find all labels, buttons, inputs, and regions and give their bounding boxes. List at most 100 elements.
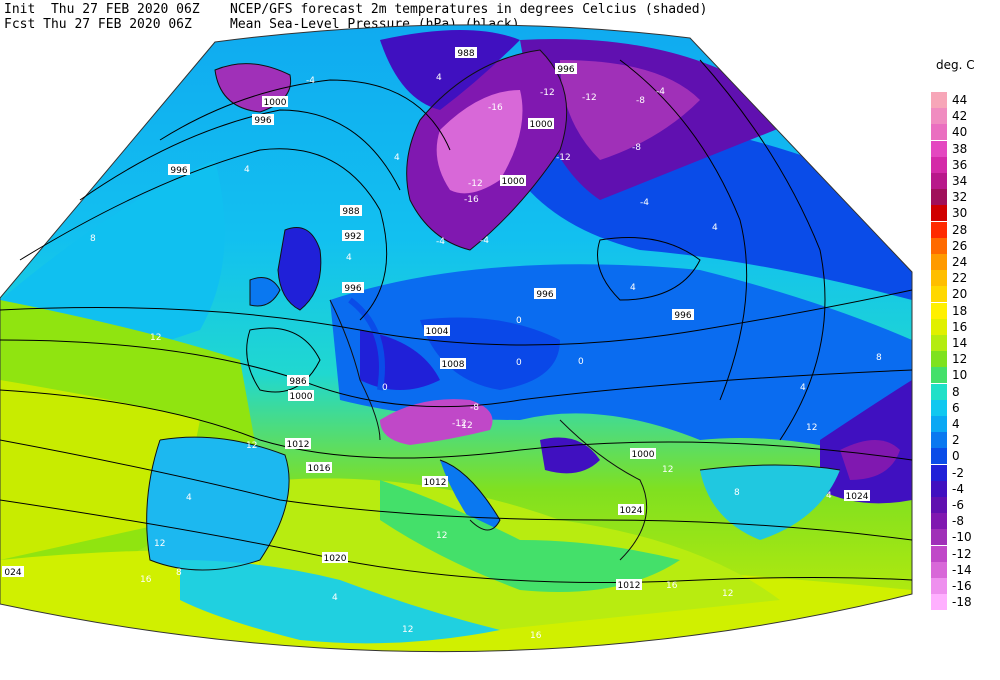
init-label: Init Thu 27 FEB 2020 06Z <box>4 2 200 17</box>
temp-label: 12 <box>246 441 257 451</box>
temp-label: 12 <box>722 589 733 599</box>
svg-text:1012: 1012 <box>424 478 447 488</box>
isobar-label: 1020 <box>322 552 348 564</box>
legend-label: 20 <box>952 287 968 302</box>
temp-label: 4 <box>826 491 832 501</box>
map-border <box>0 24 913 653</box>
svg-text:996: 996 <box>254 116 271 126</box>
isobar-label: 992 <box>342 230 364 242</box>
temp-label: 4 <box>346 253 352 263</box>
temp-label: 16 <box>140 575 152 585</box>
legend-swatch <box>931 513 947 530</box>
svg-text:988: 988 <box>457 49 474 59</box>
svg-text:1012: 1012 <box>618 581 641 591</box>
temp-label: -16 <box>464 195 479 205</box>
isobar-label: 996 <box>555 63 577 75</box>
legend-swatch <box>931 497 947 513</box>
legend-label: 34 <box>952 174 968 188</box>
legend-label: -4 <box>952 481 964 496</box>
temp-label: -4 <box>480 236 489 246</box>
legend-swatch <box>931 221 947 238</box>
isobar-label: 988 <box>455 47 477 59</box>
isobar-label: 1012 <box>422 476 448 488</box>
temp-label: -12 <box>556 153 571 163</box>
svg-text:996: 996 <box>674 311 691 321</box>
svg-text:1000: 1000 <box>530 120 553 130</box>
temp-label: -12 <box>458 421 473 431</box>
legend-swatch <box>931 480 947 497</box>
temp-label: -4 <box>656 87 665 97</box>
legend-label: 22 <box>952 271 968 286</box>
legend-label: 28 <box>952 222 968 237</box>
legend-label: 18 <box>952 303 968 318</box>
legend-label: -16 <box>952 579 972 593</box>
map-title: NCEP/GFS forecast 2m temperatures in deg… <box>230 2 708 17</box>
temp-label: -4 <box>640 198 649 208</box>
svg-text:1000: 1000 <box>264 98 287 108</box>
temp-label: 0 <box>382 383 388 393</box>
isobar-label: 1024 <box>618 504 644 516</box>
legend-label: 40 <box>952 125 968 140</box>
legend-swatch <box>931 302 947 319</box>
temp-label: 12 <box>436 531 447 541</box>
legend-swatch <box>931 124 947 141</box>
temp-label: 0 <box>578 357 584 367</box>
legend-swatch <box>931 529 947 546</box>
isobar-label: 996 <box>168 164 190 176</box>
legend-swatch <box>931 254 947 270</box>
legend-swatch <box>931 205 947 222</box>
isobar-label: 1016 <box>306 462 332 474</box>
legend-label: 4 <box>952 417 960 431</box>
svg-text:996: 996 <box>170 166 187 176</box>
temp-label: -8 <box>636 96 645 106</box>
isobar-label: 996 <box>534 288 556 300</box>
temp-label: 8 <box>90 234 96 244</box>
legend-label: -8 <box>952 514 964 529</box>
legend-label: -6 <box>952 498 964 512</box>
isobar-label: 1012 <box>616 579 642 591</box>
temp-label: -4 <box>436 237 445 247</box>
legend-label: 38 <box>952 141 968 156</box>
svg-text:1004: 1004 <box>426 327 449 337</box>
legend-swatch <box>931 383 947 400</box>
isobar-label: 996 <box>672 309 694 321</box>
temp-label: 16 <box>530 631 542 641</box>
legend-swatch <box>931 578 947 594</box>
legend-swatch <box>931 367 947 384</box>
svg-text:1000: 1000 <box>502 177 525 187</box>
coastlines <box>146 49 841 571</box>
legend-label: 44 <box>952 93 968 107</box>
legend-swatch <box>931 270 947 287</box>
isobar-label: 1008 <box>440 358 466 370</box>
isobar-label: 996 <box>342 282 364 294</box>
temp-label: 12 <box>806 423 817 433</box>
svg-text:1000: 1000 <box>290 392 313 402</box>
svg-text:1012: 1012 <box>287 440 310 450</box>
svg-text:988: 988 <box>342 207 359 217</box>
temp-label: 4 <box>394 153 400 163</box>
legend-label: 42 <box>952 109 968 124</box>
temp-label: 12 <box>662 465 673 475</box>
temp-label: 4 <box>630 283 636 293</box>
legend-swatch <box>931 545 947 562</box>
legend-swatch <box>931 140 947 157</box>
legend-swatch <box>931 464 947 481</box>
temp-label: 12 <box>154 539 165 549</box>
temp-label: 12 <box>402 625 413 635</box>
legend-label: 24 <box>952 255 968 269</box>
isobar-label: 996 <box>252 114 274 126</box>
legend-label: -10 <box>952 530 972 545</box>
legend-label: 2 <box>952 433 960 448</box>
isobar-label: 1000 <box>630 448 656 460</box>
isobar-label: 1000 <box>262 96 288 108</box>
legend-label: 12 <box>952 352 968 367</box>
isobar-labels: 988 996 1000 996 1000 996 988 992 996 10… <box>2 47 870 591</box>
svg-text:996: 996 <box>344 284 361 294</box>
isobar-label: 988 <box>340 205 362 217</box>
legend-swatch <box>931 92 947 108</box>
svg-text:1020: 1020 <box>324 554 347 564</box>
legend-swatch <box>931 399 947 416</box>
temp-label: 4 <box>800 383 806 393</box>
isobar-label: 1012 <box>285 438 311 450</box>
legend-swatch <box>931 432 947 449</box>
